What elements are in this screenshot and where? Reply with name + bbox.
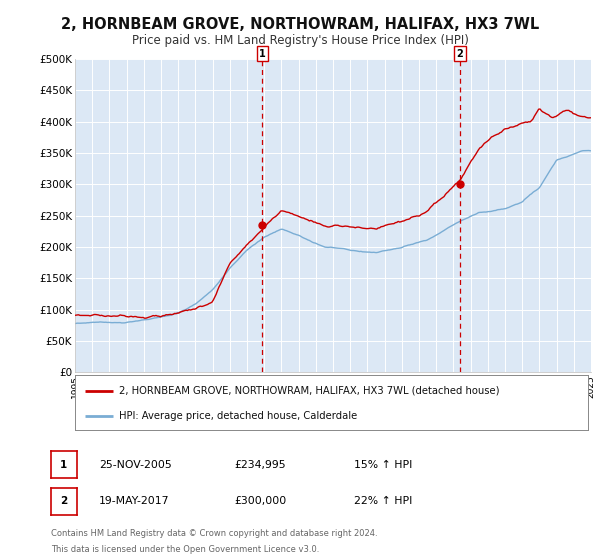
Text: Price paid vs. HM Land Registry's House Price Index (HPI): Price paid vs. HM Land Registry's House … [131, 34, 469, 46]
Text: Contains HM Land Registry data © Crown copyright and database right 2024.: Contains HM Land Registry data © Crown c… [51, 529, 377, 538]
Text: 2, HORNBEAM GROVE, NORTHOWRAM, HALIFAX, HX3 7WL (detached house): 2, HORNBEAM GROVE, NORTHOWRAM, HALIFAX, … [119, 386, 499, 395]
Text: 1: 1 [60, 460, 68, 470]
Text: This data is licensed under the Open Government Licence v3.0.: This data is licensed under the Open Gov… [51, 545, 319, 554]
Text: 15% ↑ HPI: 15% ↑ HPI [354, 460, 412, 470]
Text: 25-NOV-2005: 25-NOV-2005 [99, 460, 172, 470]
Text: 2, HORNBEAM GROVE, NORTHOWRAM, HALIFAX, HX3 7WL: 2, HORNBEAM GROVE, NORTHOWRAM, HALIFAX, … [61, 17, 539, 32]
Text: 1: 1 [259, 49, 266, 59]
Text: £234,995: £234,995 [234, 460, 286, 470]
Text: 2: 2 [60, 496, 68, 506]
Text: 19-MAY-2017: 19-MAY-2017 [99, 496, 170, 506]
Text: 2: 2 [457, 49, 463, 59]
Text: HPI: Average price, detached house, Calderdale: HPI: Average price, detached house, Cald… [119, 412, 357, 421]
Text: 22% ↑ HPI: 22% ↑ HPI [354, 496, 412, 506]
Text: £300,000: £300,000 [234, 496, 286, 506]
